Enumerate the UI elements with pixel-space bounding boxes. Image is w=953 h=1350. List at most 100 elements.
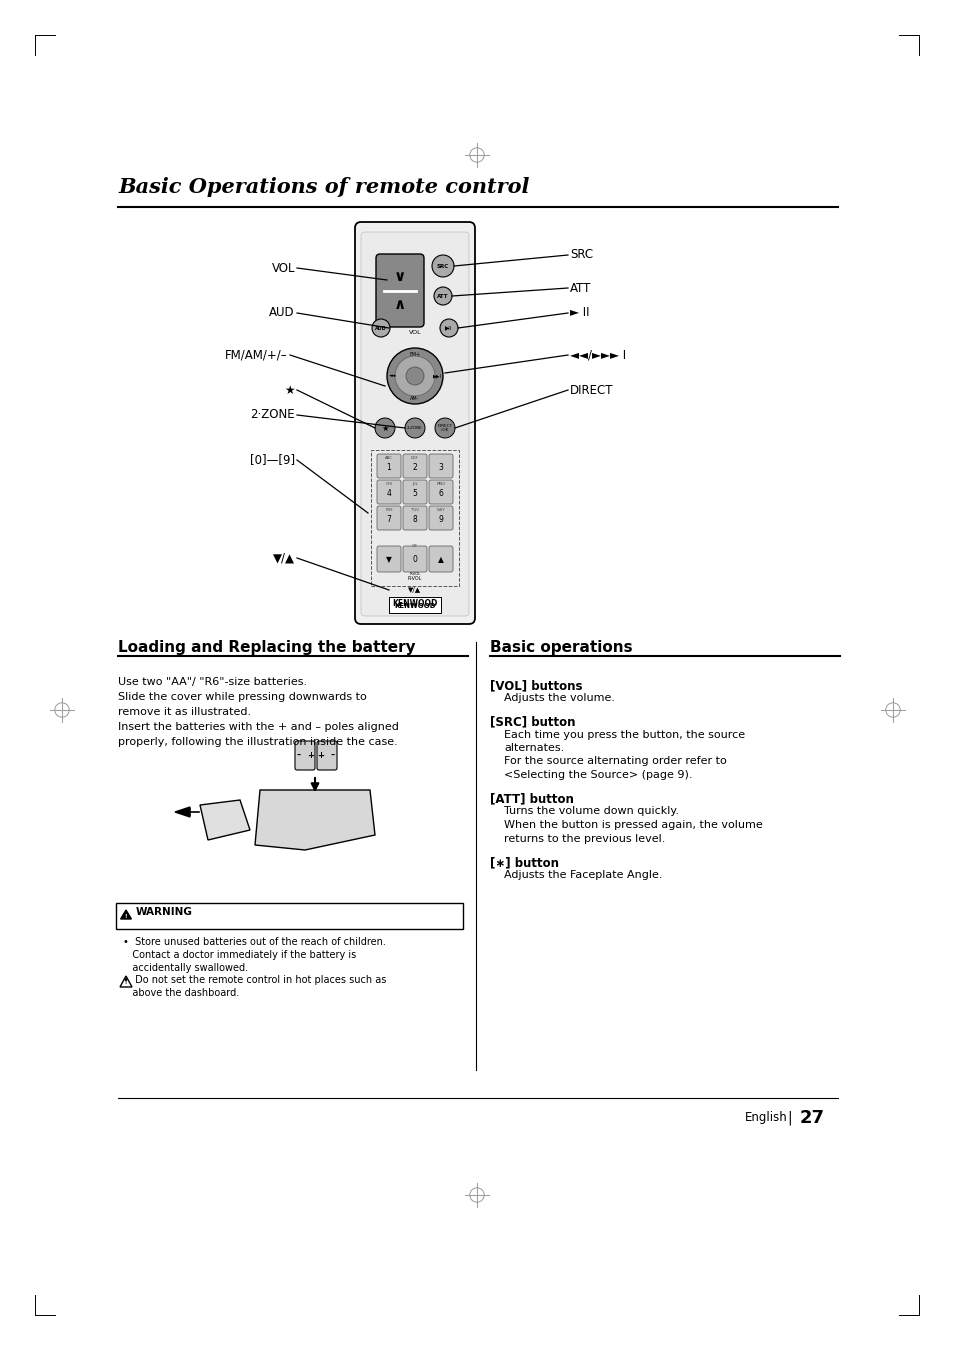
Text: When the button is pressed again, the volume: When the button is pressed again, the vo… [503,819,762,830]
Text: 9: 9 [438,516,443,525]
Text: KENWOOD: KENWOOD [394,603,436,609]
FancyBboxPatch shape [375,254,423,327]
FancyBboxPatch shape [429,454,453,478]
FancyBboxPatch shape [376,481,400,504]
Text: –: – [296,751,301,760]
Text: alternates.: alternates. [503,743,563,753]
Text: DEF: DEF [411,456,418,460]
Text: above the dashboard.: above the dashboard. [123,988,239,998]
Text: FM/AM/+/–: FM/AM/+/– [225,348,288,362]
Circle shape [434,288,452,305]
Text: WXY: WXY [436,508,445,512]
Text: 4: 4 [386,490,391,498]
Text: Use two "AA"/ "R6"-size batteries.: Use two "AA"/ "R6"-size batteries. [118,676,307,687]
Text: [SRC] button: [SRC] button [490,716,575,729]
Polygon shape [174,807,190,817]
Text: SRC: SRC [569,248,593,262]
Text: •  Do not set the remote control in hot places such as: • Do not set the remote control in hot p… [123,975,386,985]
Text: •  Store unused batteries out of the reach of children.: • Store unused batteries out of the reac… [123,937,385,946]
Circle shape [432,255,454,277]
Text: |: | [787,1111,792,1126]
Text: SRC: SRC [436,263,449,269]
Text: !: ! [125,980,127,986]
FancyBboxPatch shape [360,232,469,616]
Text: [∗] button: [∗] button [490,856,558,869]
FancyBboxPatch shape [429,481,453,504]
Text: PRS: PRS [385,508,393,512]
Text: WARNING: WARNING [136,907,193,917]
Text: returns to the previous level.: returns to the previous level. [503,833,664,844]
FancyBboxPatch shape [376,454,400,478]
Text: Each time you press the button, the source: Each time you press the button, the sour… [503,729,744,740]
Text: ∧: ∧ [394,297,406,312]
Circle shape [435,418,455,437]
FancyBboxPatch shape [429,506,453,531]
Text: Loading and Replacing the battery: Loading and Replacing the battery [118,640,416,655]
Text: R-VOL: R-VOL [409,572,420,576]
Text: –: – [331,751,335,760]
Circle shape [387,348,442,404]
Text: DIRECT: DIRECT [569,383,613,397]
Text: MNO: MNO [436,482,445,486]
Text: VOL: VOL [272,262,294,274]
Text: ★: ★ [381,424,388,432]
Text: GHI: GHI [385,482,392,486]
Polygon shape [254,790,375,850]
Text: AM-: AM- [410,396,419,401]
FancyBboxPatch shape [376,506,400,531]
Text: R-VOL: R-VOL [407,575,422,580]
FancyBboxPatch shape [429,545,453,572]
FancyBboxPatch shape [376,545,400,572]
FancyBboxPatch shape [316,741,336,770]
Text: ATT: ATT [436,293,448,298]
Text: TUV: TUV [411,508,418,512]
Circle shape [395,356,435,396]
Text: 2-ZONE: 2-ZONE [407,427,422,431]
Text: 6: 6 [438,490,443,498]
Text: Contact a doctor immediately if the battery is: Contact a doctor immediately if the batt… [123,950,355,960]
Text: DIRECT
/OK: DIRECT /OK [437,424,452,432]
Text: 27: 27 [800,1108,824,1127]
Text: For the source alternating order refer to: For the source alternating order refer t… [503,756,726,767]
Text: Adjusts the volume.: Adjusts the volume. [503,693,615,703]
Text: English: English [744,1111,787,1125]
FancyBboxPatch shape [402,454,427,478]
Polygon shape [200,801,250,840]
Text: properly, following the illustration inside the case.: properly, following the illustration ins… [118,737,397,747]
Text: ▲: ▲ [437,555,443,564]
Text: Insert the batteries with the + and – poles aligned: Insert the batteries with the + and – po… [118,722,398,732]
Circle shape [406,367,423,385]
Text: +: + [307,751,314,760]
Text: AUD: AUD [375,325,386,331]
Text: ABC: ABC [385,456,393,460]
Text: ▼/▲: ▼/▲ [408,587,421,593]
Text: 2: 2 [413,463,416,472]
Text: [VOL] buttons: [VOL] buttons [490,679,582,693]
FancyBboxPatch shape [355,221,475,624]
Text: Slide the cover while pressing downwards to: Slide the cover while pressing downwards… [118,693,366,702]
Text: FM+: FM+ [409,351,420,356]
Text: Basic operations: Basic operations [490,640,632,655]
Text: ◄◄: ◄◄ [389,374,396,378]
Text: KENWOOD: KENWOOD [392,599,437,609]
Text: remove it as illustrated.: remove it as illustrated. [118,707,251,717]
Polygon shape [120,910,132,919]
FancyBboxPatch shape [402,481,427,504]
Text: 5: 5 [412,490,417,498]
Text: 1: 1 [386,463,391,472]
Circle shape [375,418,395,437]
Text: OZ: OZ [412,544,417,548]
Text: 8: 8 [413,516,416,525]
Text: !: ! [125,914,127,919]
Polygon shape [120,976,132,987]
Text: <Selecting the Source> (page 9).: <Selecting the Source> (page 9). [503,769,692,780]
Text: Turns the volume down quickly.: Turns the volume down quickly. [503,806,679,817]
Circle shape [372,319,390,338]
Text: ▼: ▼ [386,555,392,564]
Circle shape [405,418,424,437]
Text: [0]—[9]: [0]—[9] [250,454,294,467]
Text: [ATT] button: [ATT] button [490,792,574,806]
FancyBboxPatch shape [294,741,314,770]
Text: ◄◄/►►► I: ◄◄/►►► I [569,348,625,362]
Text: ▶II: ▶II [445,325,453,331]
